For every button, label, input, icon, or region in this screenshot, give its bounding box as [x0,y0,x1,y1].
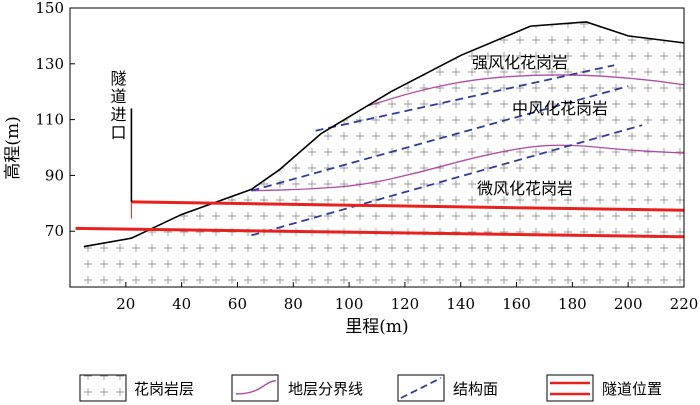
tunnel-line-1 [131,200,685,212]
y-tick-label: 130 [35,55,64,73]
x-tick-label: 220 [670,295,699,313]
structural-plane-lines [251,64,643,237]
legend-label-boundary: 地层分界线 [288,380,363,398]
x-tick-label: 100 [335,295,364,313]
legend-box-plane [397,374,445,402]
x-tick-label: 180 [558,295,587,313]
ground-surface-line [83,21,685,248]
x-tick-label: 40 [172,295,191,313]
legend-item-tunnel: 隧道位置 [546,374,662,402]
x-tick-label: 20 [116,295,135,313]
x-tick-label: 60 [228,295,247,313]
legend-swatch-granite [79,374,127,402]
legend-label-granite: 花岗岩层 [134,380,194,398]
structural-plane-1 [315,64,615,132]
zone-label-strong: 强风化花岗岩 [472,53,568,72]
legend-swatch-plane [400,377,442,399]
y-axis-title: 高程(m) [3,116,23,179]
legend-label-plane: 结构面 [453,380,498,398]
x-tick-label: 200 [614,295,643,313]
tunnel-position-lines [75,200,685,239]
y-tick-label: 150 [35,0,64,17]
y-tick-label: 90 [45,166,64,184]
strata-boundary-1 [368,74,684,107]
tunnel-line-2 [75,226,685,239]
zone-label-weak: 微风化花岗岩 [477,179,573,198]
plot-frame [69,7,685,288]
legend-box-boundary [231,374,279,402]
legend-box-tunnel [546,374,594,402]
x-axis-title: 里程(m) [345,317,408,337]
legend-label-tunnel: 隧道位置 [602,380,662,398]
x-tick-label: 160 [502,295,531,313]
legend-item-granite: 花岗岩层 [79,374,194,402]
strata-boundary-2 [251,144,684,192]
structural-plane-2 [251,85,629,192]
legend-swatch-boundary [235,380,277,395]
plot-area [69,7,685,288]
y-tick-label: 70 [45,222,64,240]
x-tick-label: 120 [391,295,420,313]
tunnel-entrance-label: 隧道进口 [108,70,127,142]
x-tick-label: 140 [446,295,475,313]
legend-item-boundary: 地层分界线 [231,374,363,402]
strata-boundary-lines [251,74,684,192]
zone-label-medium: 中风化花岗岩 [512,99,608,118]
x-axis-ticks: 20 40 60 80 100 120 140 160 180 200 220 [116,282,698,313]
structural-plane-3 [251,124,643,237]
y-tick-label: 110 [35,111,64,129]
y-axis-ticks: 70 90 110 130 150 [35,0,75,240]
legend: 花岗岩层 地层分界线 结构面 隧道位置 [79,374,662,402]
legend-item-plane: 结构面 [397,374,498,402]
x-tick-label: 80 [284,295,303,313]
